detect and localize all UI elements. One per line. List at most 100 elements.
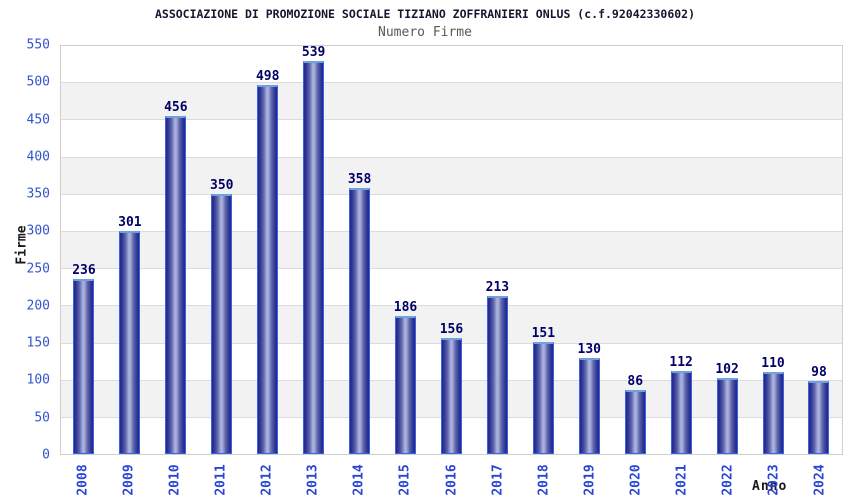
x-category-cell: 2022 — [705, 459, 751, 500]
x-category-cell: 2010 — [152, 459, 198, 500]
bar-2017 — [486, 296, 508, 454]
plot-area: 236 301 456 350 498 539 358 186 156 213 151 130 86 11… — [60, 45, 843, 455]
bar-2024 — [808, 381, 830, 454]
bar-2014 — [349, 188, 371, 454]
x-category-cell: 2009 — [106, 459, 152, 500]
bar-value-label: 186 — [393, 300, 418, 316]
y-tick-label: 200 — [26, 298, 50, 314]
bar-slot-2022: 102 — [704, 46, 750, 454]
bar-2019 — [578, 357, 600, 454]
x-category-label: 2008 — [75, 464, 91, 496]
x-category-cell: 2017 — [475, 459, 521, 500]
bar-value-label: 539 — [301, 45, 326, 60]
bar-2013 — [303, 61, 325, 454]
y-tick-label: 250 — [26, 261, 50, 277]
bar-value-label: 110 — [761, 356, 785, 372]
y-tick-label: 400 — [26, 149, 50, 165]
bar-value-label: 156 — [439, 322, 464, 338]
bar-slot-2012: 498 — [245, 46, 291, 454]
bar-2011 — [211, 194, 233, 454]
bar-slot-2024: 98 — [796, 46, 842, 454]
chart-subtitle: Numero Firme — [378, 25, 472, 40]
x-category-cell: 2023 — [751, 459, 797, 500]
x-category-label: 2023 — [766, 464, 782, 496]
y-tick-label: 0 — [42, 447, 50, 463]
x-category-cell: 2018 — [521, 459, 567, 500]
band — [61, 230, 842, 269]
bar-2018 — [532, 342, 554, 454]
bar-slot-2008: 236 — [61, 46, 107, 454]
band — [61, 82, 842, 120]
bar-2012 — [257, 84, 279, 454]
bar-slot-2020: 86 — [612, 46, 658, 454]
bar-2022 — [716, 378, 738, 454]
bar-value-label: 456 — [164, 99, 188, 115]
y-tick-label: 500 — [26, 74, 50, 90]
bar-value-label: 350 — [210, 178, 234, 194]
bar-value-label: 112 — [669, 354, 693, 370]
bar-value-label: 86 — [627, 374, 644, 390]
bar-2009 — [119, 230, 141, 454]
bar-value-label: 102 — [715, 362, 739, 378]
y-tick-label: 50 — [34, 410, 50, 426]
x-category-label: 2016 — [444, 464, 460, 496]
y-tick-label: 350 — [26, 186, 50, 202]
bar-slot-2023: 110 — [750, 46, 796, 454]
x-category-label: 2012 — [259, 464, 275, 496]
x-category-label: 2024 — [812, 464, 828, 496]
x-category-cell: 2019 — [567, 459, 613, 500]
y-axis-ticks: 550 500 450 400 350 300 250 200 150 100 50 0 — [0, 39, 54, 462]
bar-2008 — [73, 278, 95, 454]
bar-value-label: 301 — [118, 214, 142, 230]
bar-slot-2010: 456 — [153, 46, 199, 454]
x-category-label: 2022 — [720, 464, 736, 496]
x-category-cell: 2014 — [336, 459, 382, 500]
bar-value-label: 498 — [255, 68, 280, 84]
bar-slot-2013: 539 — [291, 46, 337, 454]
chart-title: ASSOCIAZIONE DI PROMOZIONE SOCIALE TIZIA… — [154, 7, 696, 21]
bar-slot-2021: 112 — [658, 46, 704, 454]
x-category-cell: 2015 — [382, 459, 428, 500]
x-category-cell: 2024 — [797, 459, 843, 500]
y-tick-label: 150 — [26, 335, 50, 351]
x-category-cell: 2021 — [659, 459, 705, 500]
bar-slot-2016: 156 — [429, 46, 475, 454]
bar-2015 — [395, 316, 417, 454]
bar-value-label: 130 — [577, 341, 602, 357]
x-category-label: 2011 — [213, 464, 229, 496]
x-axis-categories: 2008 2009 2010 2011 2012 2013 2014 2015 2016 2017… — [60, 459, 843, 500]
bar-value-label: 98 — [811, 365, 827, 381]
x-category-label: 2017 — [490, 464, 506, 496]
band — [61, 305, 842, 343]
bar-value-label: 151 — [531, 326, 556, 341]
bar-value-label: 213 — [485, 280, 510, 295]
band — [61, 119, 842, 156]
x-category-cell: 2012 — [244, 459, 290, 500]
y-tick-label: 100 — [26, 372, 50, 388]
x-category-label: 2020 — [628, 464, 644, 496]
x-category-label: 2018 — [536, 464, 552, 496]
bar-slot-2019: 130 — [566, 46, 612, 454]
y-tick-label: 300 — [26, 223, 50, 239]
band — [61, 193, 842, 231]
bar-2020 — [624, 390, 646, 454]
band — [61, 268, 842, 305]
bar-slot-2009: 301 — [107, 46, 153, 454]
x-category-label: 2014 — [351, 464, 367, 496]
x-category-cell: 2013 — [290, 459, 336, 500]
bar-2023 — [762, 372, 784, 454]
y-tick-label: 450 — [26, 112, 50, 128]
x-category-cell: 2016 — [429, 459, 475, 500]
x-category-label: 2015 — [397, 464, 413, 496]
bars-layer: 236 301 456 350 498 539 358 186 156 213 151 130 86 11… — [61, 46, 842, 454]
bar-value-label: 358 — [347, 172, 372, 188]
x-category-label: 2013 — [305, 464, 321, 496]
x-category-label: 2009 — [121, 464, 137, 496]
bar-slot-2015: 186 — [383, 46, 429, 454]
bar-2016 — [440, 338, 462, 454]
bar-slot-2011: 350 — [199, 46, 245, 454]
bar-slot-2018: 151 — [520, 46, 566, 454]
x-axis-label: Anno — [752, 479, 788, 494]
bar-slot-2014: 358 — [337, 46, 383, 454]
